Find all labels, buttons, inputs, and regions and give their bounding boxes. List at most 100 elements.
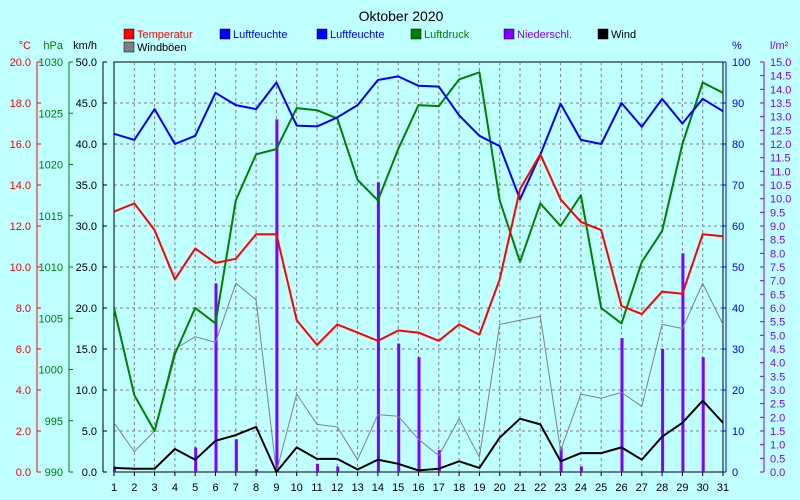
legend-swatch — [316, 28, 328, 40]
bar-niederschl — [214, 283, 218, 472]
tick-label-wind: 0.0 — [82, 467, 97, 479]
tick-label-press: 1005 — [39, 313, 63, 325]
tick-label-press: 1020 — [39, 160, 63, 172]
axis-unit-press: hPa — [43, 40, 63, 52]
bar-niederschl — [417, 357, 421, 472]
tick-label-hum: 70 — [732, 180, 744, 192]
tick-label-temp: 8.0 — [16, 303, 31, 315]
bar-niederschl — [620, 338, 624, 472]
x-tick-label: 4 — [172, 482, 178, 494]
tick-label-rain: 11.5 — [770, 153, 791, 165]
tick-label-temp: 18.0 — [10, 98, 31, 110]
tick-label-rain: 14.0 — [770, 84, 791, 96]
tick-label-temp: 20.0 — [10, 57, 31, 69]
legend-label: Wind — [611, 29, 636, 41]
tick-label-hum: 30 — [732, 344, 744, 356]
tick-label-wind: 30.0 — [76, 221, 97, 233]
tick-label-rain: 11.0 — [770, 166, 791, 178]
legend-swatch — [123, 28, 135, 40]
tick-label-rain: 4.0 — [770, 358, 785, 370]
tick-label-wind: 25.0 — [76, 262, 97, 274]
tick-label-rain: 6.0 — [770, 303, 785, 315]
tick-label-rain: 10.5 — [770, 180, 791, 192]
tick-label-rain: 10.0 — [770, 194, 791, 206]
tick-label-press: 1015 — [39, 211, 63, 223]
bar-niederschl — [376, 182, 380, 472]
plot-area: °C0.02.04.06.08.010.012.014.016.018.020.… — [10, 28, 791, 494]
tick-label-rain: 6.5 — [770, 289, 785, 301]
tick-label-rain: 7.5 — [770, 262, 785, 274]
x-tick-label: 22 — [534, 482, 546, 494]
tick-label-rain: 9.0 — [770, 221, 785, 233]
bar-niederschl — [234, 439, 238, 472]
axis-unit-wind: km/h — [73, 40, 97, 52]
tick-label-wind: 5.0 — [82, 426, 97, 438]
legend-swatch — [597, 28, 609, 40]
x-tick-label: 6 — [212, 482, 218, 494]
tick-label-rain: 5.0 — [770, 330, 785, 342]
series-line-luftdruck — [113, 71, 724, 432]
x-tick-label: 30 — [697, 482, 709, 494]
bar-niederschl — [437, 450, 441, 472]
tick-label-hum: 50 — [732, 262, 744, 274]
legend-label: Luftfeuchte — [330, 29, 384, 41]
axis-unit-temp: °C — [19, 40, 31, 52]
series-line-wind — [113, 399, 724, 473]
tick-label-temp: 14.0 — [10, 180, 31, 192]
tick-label-rain: 7.0 — [770, 276, 785, 288]
tick-label-rain: 5.5 — [770, 317, 785, 329]
tick-label-rain: 15.0 — [770, 57, 791, 69]
legend-label: Temperatur — [137, 29, 193, 41]
tick-label-rain: 13.5 — [770, 98, 791, 110]
x-tick-label: 7 — [233, 482, 239, 494]
tick-label-hum: 100 — [732, 57, 750, 69]
tick-label-temp: 0.0 — [16, 467, 31, 479]
x-tick-label: 1 — [111, 482, 117, 494]
tick-label-wind: 45.0 — [76, 98, 97, 110]
bar-niederschl — [275, 119, 279, 473]
x-tick-label: 12 — [331, 482, 343, 494]
tick-label-press: 995 — [45, 416, 63, 428]
x-tick-label: 23 — [554, 482, 566, 494]
x-tick-label: 2 — [131, 482, 137, 494]
x-tick-label: 15 — [392, 482, 404, 494]
tick-label-rain: 12.0 — [770, 139, 791, 151]
tick-label-hum: 80 — [732, 139, 744, 151]
tick-label-temp: 2.0 — [16, 426, 31, 438]
tick-label-rain: 0.5 — [770, 453, 785, 465]
legend-swatch — [219, 28, 231, 40]
x-tick-label: 13 — [351, 482, 363, 494]
x-tick-label: 3 — [152, 482, 158, 494]
bar-niederschl — [255, 469, 259, 472]
chart-title: Oktober 2020 — [359, 8, 444, 24]
tick-label-wind: 10.0 — [76, 385, 97, 397]
x-tick-label: 16 — [412, 482, 424, 494]
bar-niederschl — [397, 343, 401, 472]
tick-label-wind: 15.0 — [76, 344, 97, 356]
axis-unit-hum: % — [732, 40, 742, 52]
tick-label-press: 1030 — [39, 57, 63, 69]
legend-label: Niederschl. — [517, 29, 572, 41]
tick-label-wind: 40.0 — [76, 139, 97, 151]
x-tick-label: 10 — [291, 482, 303, 494]
bar-niederschl — [316, 463, 319, 472]
tick-label-rain: 2.0 — [770, 412, 785, 424]
tick-label-rain: 8.5 — [770, 235, 785, 247]
tick-label-hum: 0 — [732, 467, 738, 479]
tick-label-hum: 90 — [732, 98, 744, 110]
bar-niederschl — [113, 466, 116, 472]
x-tick-label: 29 — [676, 482, 688, 494]
bar-niederschl — [559, 447, 563, 472]
x-tick-label: 31 — [717, 482, 729, 494]
x-tick-label: 11 — [311, 482, 322, 494]
x-tick-label: 14 — [372, 482, 384, 494]
x-tick-label: 25 — [595, 482, 607, 494]
x-tick-label: 27 — [636, 482, 648, 494]
tick-label-temp: 12.0 — [10, 221, 31, 233]
x-tick-label: 24 — [575, 482, 587, 494]
tick-label-temp: 10.0 — [10, 262, 31, 274]
tick-label-rain: 0.0 — [770, 467, 785, 479]
x-tick-label: 26 — [615, 482, 627, 494]
series-line-windben — [113, 282, 724, 473]
